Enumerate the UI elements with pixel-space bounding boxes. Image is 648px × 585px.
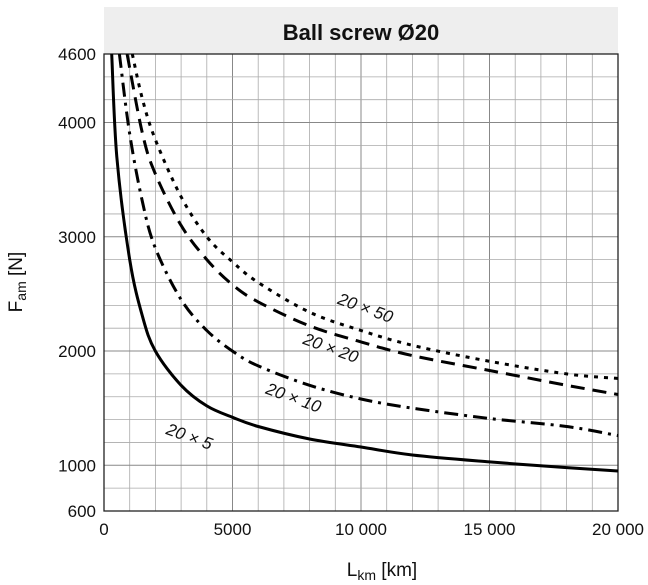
curve-label: 20 × 10 <box>262 379 324 417</box>
x-tick-label: 0 <box>99 520 108 539</box>
y-tick-label: 1000 <box>58 456 96 475</box>
y-tick-label: 4600 <box>58 45 96 64</box>
x-tick-label: 15 000 <box>464 520 516 539</box>
y-tick-label: 4000 <box>58 114 96 133</box>
series-line <box>110 53 619 473</box>
series-line <box>125 53 619 396</box>
y-tick-label: 3000 <box>58 228 96 247</box>
x-tick-labels: 0 5000 10 000 15 000 20 000 <box>99 520 644 539</box>
x-axis-label: Lkm [km] <box>347 560 417 583</box>
curve-label: 20 × 5 <box>163 419 216 454</box>
x-tick-label: 10 000 <box>335 520 387 539</box>
y-tick-label: 2000 <box>58 342 96 361</box>
series-line <box>117 53 619 438</box>
curves <box>110 53 619 473</box>
y-tick-labels: 600 1000 2000 3000 4000 4600 <box>58 45 96 521</box>
curve-label: 20 × 20 <box>300 329 362 367</box>
plot-frame <box>103 53 619 512</box>
x-tick-label: 20 000 <box>592 520 644 539</box>
x-tick-label: 5000 <box>214 520 252 539</box>
chart-title: Ball screw Ø20 <box>283 20 440 45</box>
y-axis-label: Fam [N] <box>6 252 29 313</box>
title-band <box>104 7 618 54</box>
y-tick-label: 600 <box>68 502 96 521</box>
